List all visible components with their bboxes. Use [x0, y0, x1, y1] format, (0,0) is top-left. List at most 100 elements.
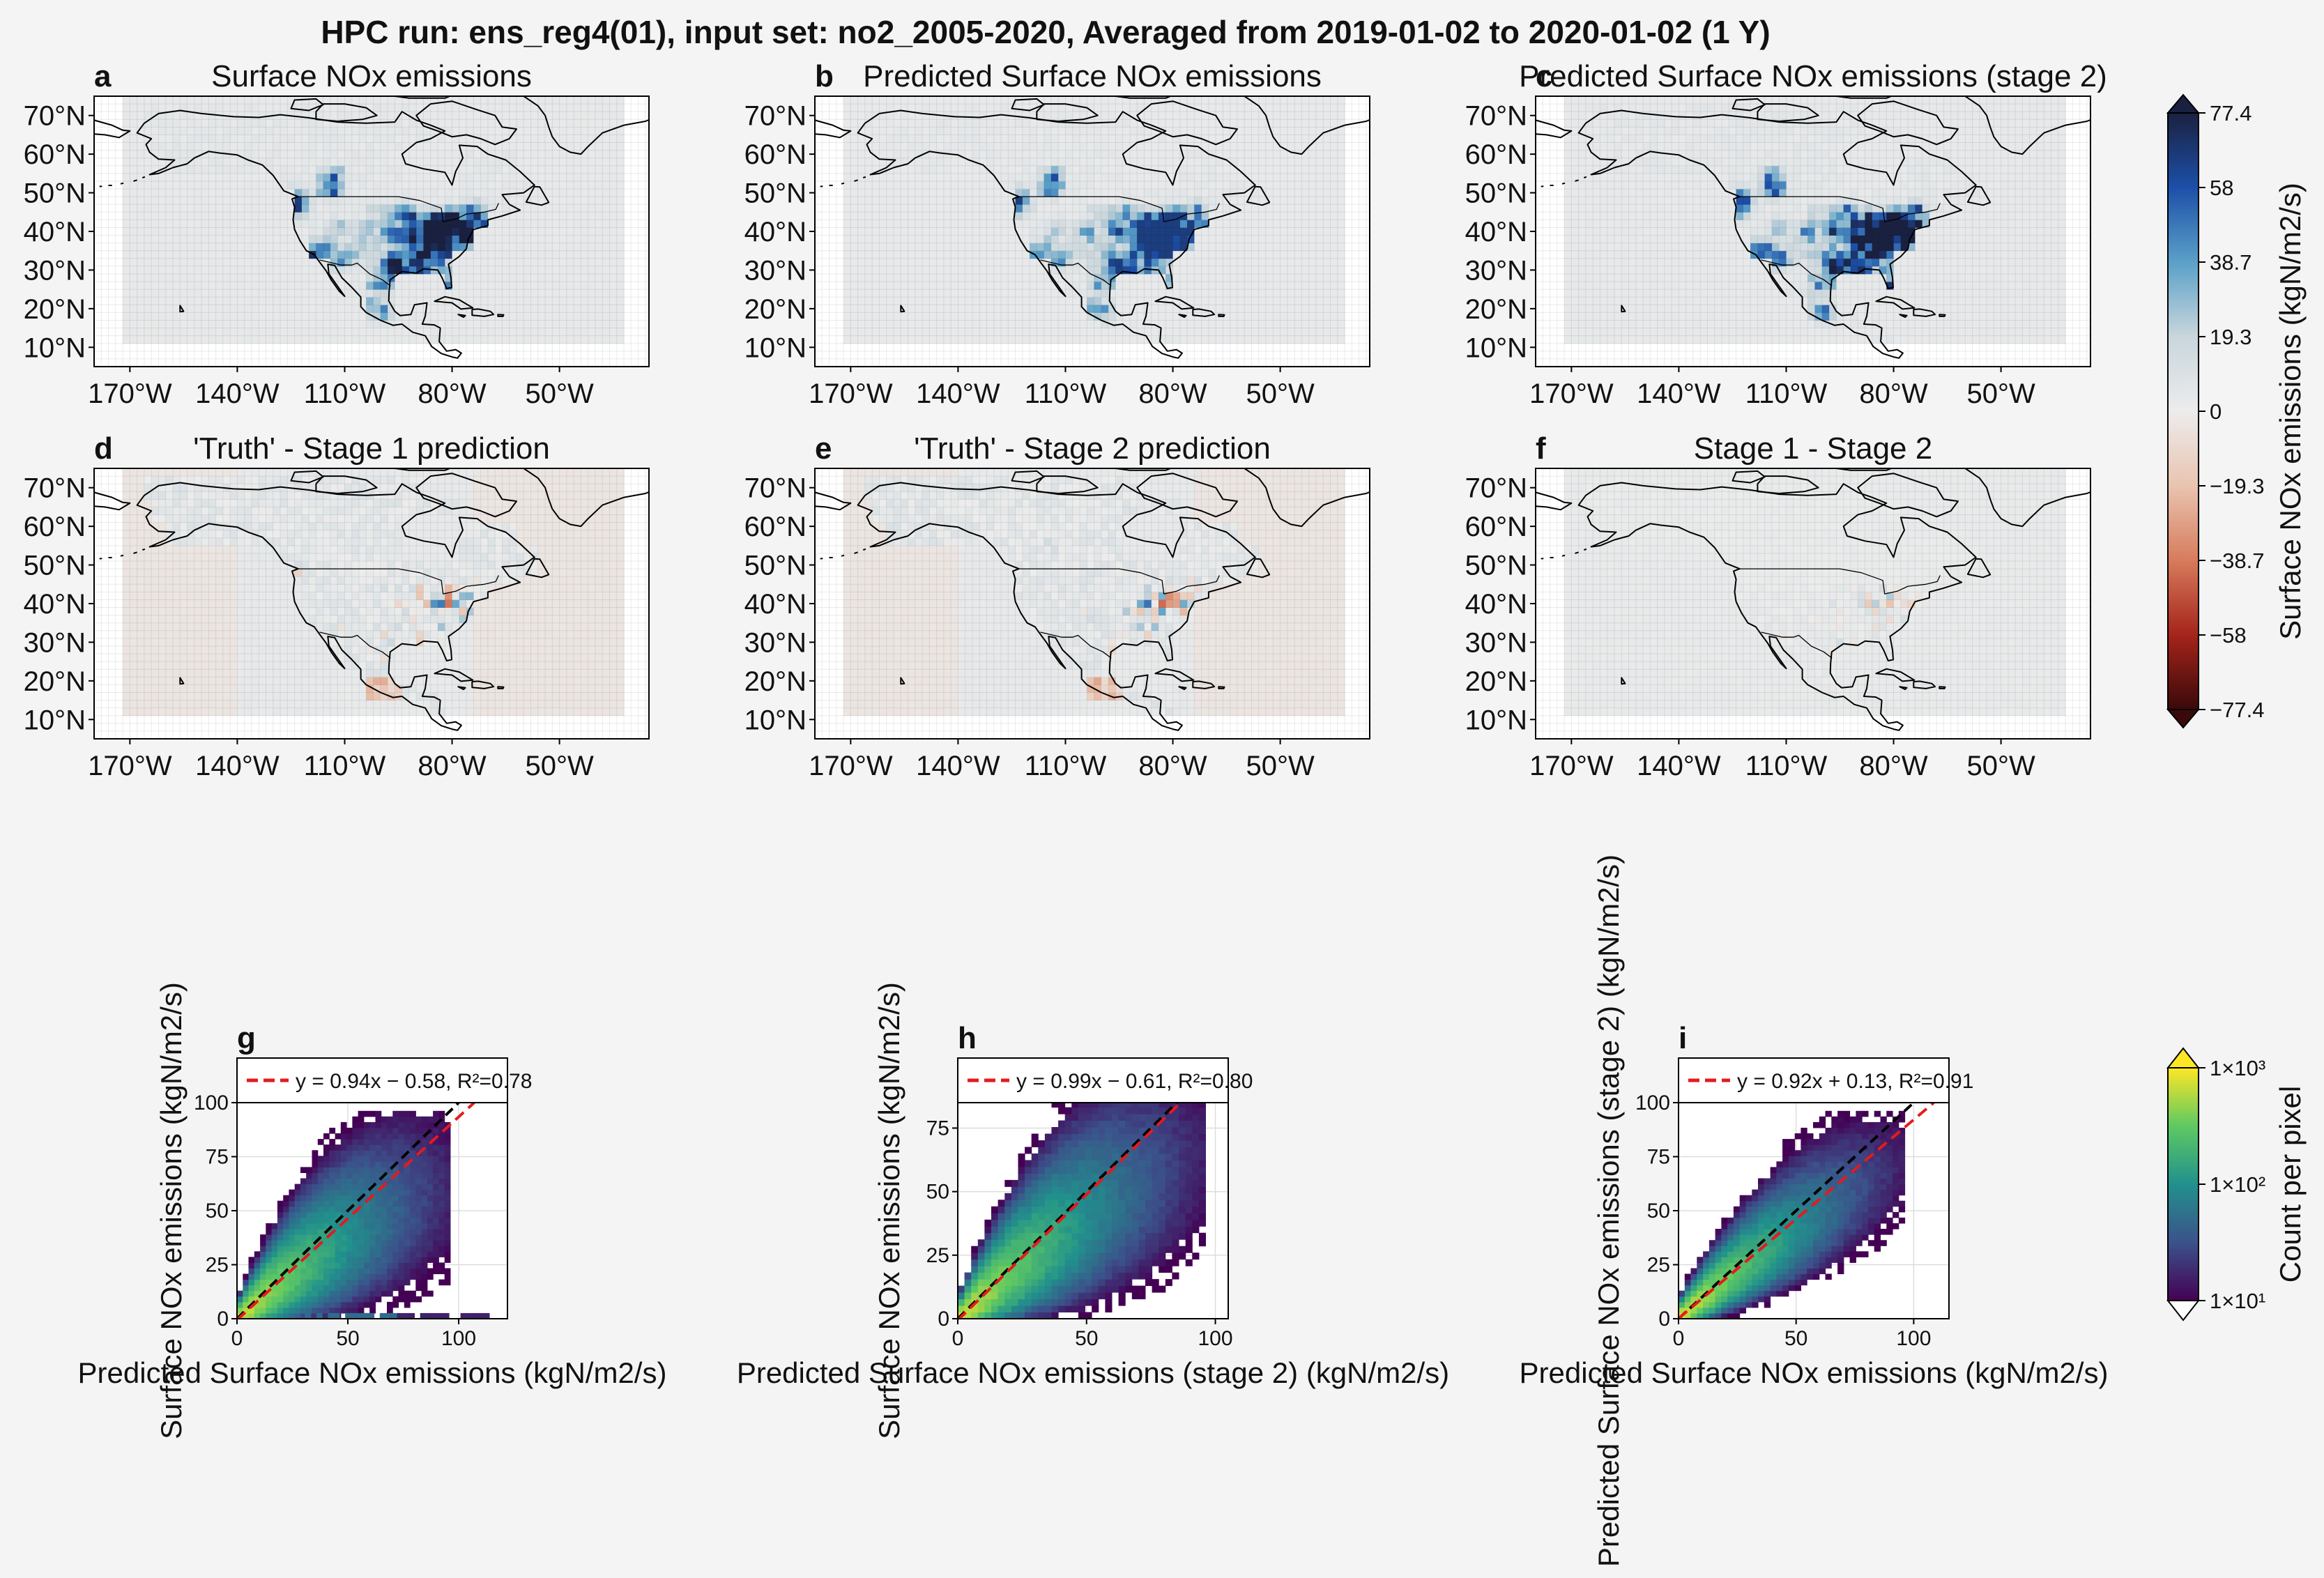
- map-cell: [986, 127, 995, 135]
- map-cell: [1080, 181, 1087, 190]
- map-cell: [165, 273, 174, 282]
- map-cell: [1194, 104, 1202, 112]
- map-cell: [1194, 297, 1202, 305]
- map-cell: [1330, 135, 1338, 143]
- map-cell: [237, 197, 245, 205]
- map-cell: [972, 112, 980, 120]
- map-cell: [922, 158, 930, 167]
- map-cell: [1223, 212, 1231, 220]
- map-cell: [901, 227, 908, 236]
- map-cell: [965, 181, 973, 190]
- map-cell: [965, 197, 973, 205]
- map-cell: [137, 127, 145, 135]
- map-cell: [986, 305, 995, 313]
- map-cell: [1323, 335, 1331, 344]
- map-cell: [879, 204, 887, 213]
- map-cell: [581, 289, 589, 298]
- map-cell: [893, 150, 901, 159]
- map-cell: [1216, 273, 1223, 282]
- map-cell: [552, 104, 560, 112]
- map-cell: [1151, 312, 1159, 321]
- map-cell: [215, 204, 224, 213]
- map-cell: [588, 127, 596, 135]
- map-cell: [1194, 173, 1202, 182]
- map-cell: [1294, 197, 1302, 205]
- map-cell: [1115, 135, 1124, 143]
- map-cell: [172, 112, 181, 120]
- map-cell: [237, 335, 245, 344]
- map-cell: [886, 189, 894, 197]
- map-cell: [495, 158, 503, 167]
- map-cell: [951, 235, 958, 244]
- map-cell: [1230, 189, 1238, 197]
- map-cell: [180, 220, 188, 228]
- map-cell: [445, 150, 452, 159]
- map-cell: [172, 273, 181, 282]
- map-cell: [445, 212, 452, 220]
- map-cell: [473, 150, 482, 159]
- map-cell: [509, 320, 517, 328]
- map-cell: [1065, 289, 1073, 298]
- map-cell: [1187, 282, 1195, 290]
- map-cell: [922, 235, 930, 244]
- map-cell: [287, 173, 295, 182]
- map-cell: [172, 204, 181, 213]
- map-cell: [137, 142, 145, 151]
- map-cell: [609, 135, 618, 143]
- map-cell: [172, 266, 181, 275]
- map-cell: [430, 282, 438, 290]
- map-cell: [430, 273, 438, 282]
- map-cell: [588, 305, 596, 313]
- map-cell: [850, 220, 859, 228]
- map-cell: [943, 96, 951, 105]
- map-cell: [1258, 150, 1267, 159]
- map-cell: [1159, 220, 1166, 228]
- map-cell: [1308, 197, 1317, 205]
- map-cell: [366, 227, 374, 236]
- map-cell: [187, 235, 195, 244]
- map-cell: [2008, 335, 2016, 344]
- map-cell: [1058, 312, 1066, 321]
- map-cell: [1244, 273, 1252, 282]
- map-cell: [473, 289, 482, 298]
- map-cell: [215, 235, 224, 244]
- map-cell: [1208, 135, 1216, 143]
- map-cell: [1330, 150, 1338, 159]
- map-cell: [151, 250, 159, 259]
- map-cell: [1115, 289, 1124, 298]
- map-cell: [857, 104, 866, 112]
- map-cell: [165, 212, 174, 220]
- map-cell: [1108, 173, 1116, 182]
- map-cell: [566, 142, 574, 151]
- map-cell: [602, 266, 610, 275]
- map-cell: [395, 297, 403, 305]
- map-cell: [1251, 250, 1260, 259]
- map-cell: [936, 212, 945, 220]
- map-cell: [423, 204, 431, 213]
- map-cell: [244, 312, 252, 321]
- map-cell: [251, 119, 259, 128]
- map-cell: [1258, 335, 1267, 344]
- map-cell: [1258, 189, 1267, 197]
- map-cell: [330, 135, 338, 143]
- map-cell: [509, 204, 517, 213]
- map-cell: [201, 250, 209, 259]
- map-cell: [1015, 328, 1023, 337]
- map-cell: [373, 173, 381, 182]
- map-cell: [388, 227, 395, 236]
- map-cell: [936, 165, 945, 174]
- map-cell: [194, 312, 202, 321]
- map-cell: [1137, 328, 1145, 337]
- map-cell: [1237, 273, 1245, 282]
- map-cell: [609, 173, 618, 182]
- map-cell: [1151, 328, 1159, 337]
- map-cell: [487, 165, 496, 174]
- map-cell: [1129, 96, 1138, 105]
- map-cell: [1022, 266, 1030, 275]
- map-cell: [251, 220, 259, 228]
- map-cell: [979, 112, 987, 120]
- map-cell: [1001, 220, 1009, 228]
- map-cell: [1315, 305, 1324, 313]
- map-cell: [301, 266, 309, 275]
